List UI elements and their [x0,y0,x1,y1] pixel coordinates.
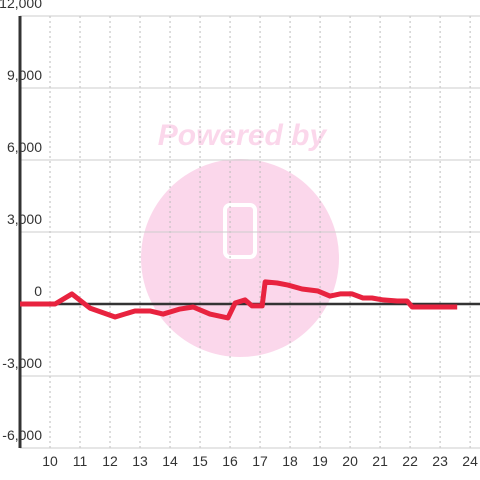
x-tick-label: 19 [312,453,328,469]
x-tick-label: 14 [162,453,178,469]
watermark: Powered by [141,119,339,357]
x-tick-label: 12 [102,453,118,469]
x-tick-label: 17 [252,453,268,469]
x-tick-label: 10 [42,453,58,469]
y-tick-label: -3,000 [2,355,42,371]
y-tick-label: -6,000 [2,427,42,443]
data-line [20,279,458,321]
y-tick-label: 12,000 [0,0,42,11]
x-tick-label: 20 [342,453,358,469]
watermark-text: Powered by [158,119,328,152]
x-tick-label: 11 [73,453,88,469]
x-tick-label: 15 [192,453,208,469]
y-tick-label: 3,000 [7,211,42,227]
x-tick-label: 18 [282,453,298,469]
watermark-icon [223,203,257,259]
y-tick-label: 6,000 [7,139,42,155]
x-tick-label: 21 [372,453,388,469]
x-tick-label: 16 [222,453,238,469]
x-tick-label: 23 [432,453,448,469]
y-tick-label: 0 [34,283,42,299]
x-tick-label: 13 [132,453,148,469]
y-tick-label: 9,000 [7,67,42,83]
x-tick-label: 22 [402,453,418,469]
x-tick-label: 24 [462,453,478,469]
